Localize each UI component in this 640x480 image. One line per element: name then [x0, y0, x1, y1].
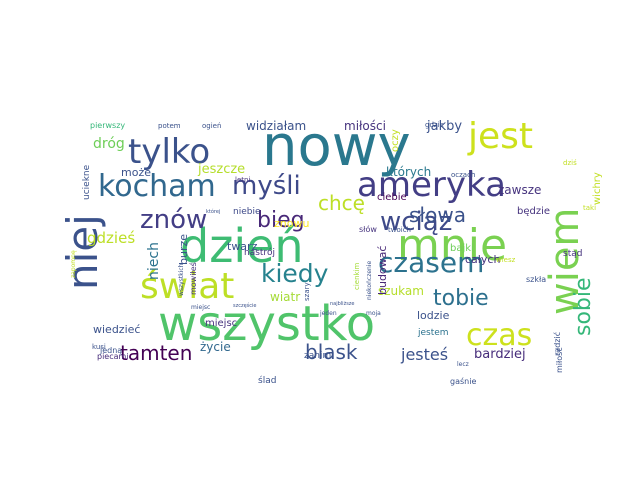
word-15: tobie — [433, 286, 489, 311]
word-83: dziś — [563, 159, 577, 167]
word-18: sobie — [571, 277, 596, 336]
word-51: szkła — [526, 275, 546, 284]
word-72: oczach — [451, 171, 475, 179]
word-81: najbliższe — [330, 301, 355, 307]
word-38: życie — [200, 340, 231, 354]
word-55: słów — [359, 224, 377, 234]
word-22: tamten — [120, 341, 192, 365]
word-9: tylko — [128, 132, 210, 172]
word-6: wiem — [542, 208, 588, 315]
word-89: taki — [583, 204, 596, 212]
word-0: nowy — [262, 114, 411, 179]
word-45: budować — [376, 246, 389, 295]
word-56: nastrój — [244, 247, 275, 258]
word-66: gaśnie — [450, 376, 476, 386]
word-88: której — [206, 208, 220, 215]
word-29: których — [386, 165, 431, 179]
word-78: moja — [366, 310, 381, 317]
word-4: ameryka — [357, 165, 506, 205]
word-19: znów — [140, 205, 207, 235]
word-50: jestem — [417, 328, 449, 338]
word-77: szary — [303, 282, 311, 301]
word-85: miejsc — [191, 304, 210, 311]
word-70: gdzie — [425, 121, 444, 129]
word-28: gdzieś — [87, 229, 135, 247]
word-27: bardziej — [474, 347, 526, 362]
word-69: ogień — [202, 122, 221, 130]
word-64: radzić — [552, 332, 562, 356]
word-8: kocham — [98, 169, 216, 204]
word-80: jeden — [319, 310, 337, 317]
word-73: twoich — [388, 226, 411, 234]
word-82: wszystkich — [178, 263, 185, 296]
word-67: pierwszy — [90, 121, 125, 130]
word-12: myśli — [232, 171, 301, 201]
word-2: wszystko — [158, 296, 375, 352]
word-59: ślad — [258, 375, 276, 386]
word-21: bieg — [257, 208, 305, 233]
word-62: piecami — [97, 352, 129, 361]
word-26: jesteś — [400, 345, 448, 364]
word-46: ciebie — [377, 192, 407, 203]
word-39: wiedzieć — [93, 323, 140, 336]
word-86: szczęście — [233, 302, 257, 309]
word-31: szukam — [378, 284, 424, 298]
word-53: stąd — [563, 249, 582, 259]
word-25: niech — [146, 242, 162, 280]
word-20: słowa — [409, 203, 466, 227]
word-74: wiesz — [496, 256, 516, 264]
word-24: chcę — [318, 191, 365, 215]
word-63: jedną — [99, 346, 122, 355]
word-43: miejsc — [205, 318, 237, 329]
word-32: zawsze — [498, 183, 541, 197]
word-47: bajki — [450, 243, 474, 254]
word-34: miłości — [344, 119, 386, 133]
word-41: twarz — [227, 240, 258, 253]
word-48: całych — [465, 253, 500, 266]
word-16: blask — [305, 340, 358, 364]
word-1: dzień — [180, 219, 304, 273]
word-60: uciekne — [82, 164, 92, 200]
word-79: lecz — [457, 361, 469, 368]
word-49: lodzie — [417, 309, 450, 322]
word-71: letni — [235, 176, 250, 184]
word-37: wiatr — [270, 290, 300, 304]
word-11: czasem — [378, 246, 484, 279]
word-10: świat — [140, 266, 234, 307]
word-3: mnie — [397, 220, 507, 271]
word-76: niekończenie — [366, 260, 373, 300]
word-75: cienkim — [353, 262, 361, 290]
word-84: kusi — [92, 343, 106, 351]
word-44: będzie — [517, 206, 550, 217]
word-17: wciąż — [380, 207, 452, 237]
word-87: zapomnę — [70, 250, 77, 278]
word-42: znowu — [274, 217, 309, 230]
word-61: mowiłeś — [188, 262, 198, 295]
word-54: oczy — [390, 129, 401, 152]
word-7: jest — [467, 116, 533, 157]
word-23: dróg — [93, 136, 125, 152]
word-36: może — [121, 166, 151, 179]
word-57: niebie — [233, 207, 261, 217]
word-58: zanim — [304, 351, 331, 361]
word-14: kiedy — [261, 259, 329, 288]
word-33: widziałam — [246, 119, 306, 133]
word-13: czas — [466, 318, 532, 353]
word-65: miłość — [554, 347, 564, 373]
word-68: potem — [158, 122, 181, 130]
word-30: jakby — [426, 119, 462, 134]
word-5: niej — [58, 214, 107, 290]
word-52: wichry — [592, 172, 603, 205]
word-40: burze — [177, 234, 190, 265]
word-35: jeszcze — [197, 162, 245, 177]
